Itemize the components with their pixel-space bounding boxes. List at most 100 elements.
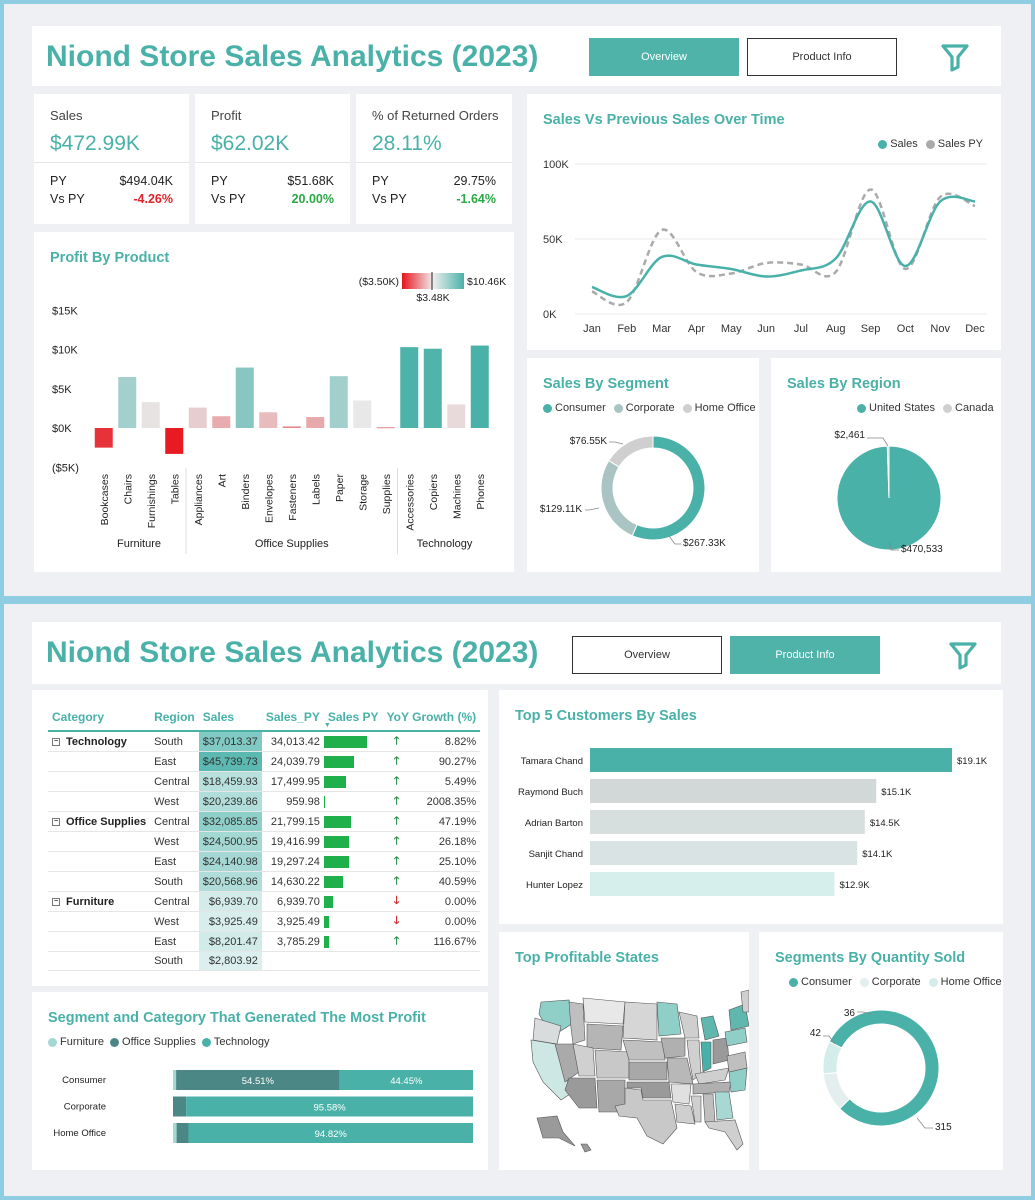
region-cell: Central <box>150 771 199 792</box>
x-tick-label: Nov <box>930 323 950 335</box>
map-state-wyoming <box>586 1023 624 1051</box>
sales-py-cell: 3,785.29 <box>261 931 324 952</box>
kpi-title: Profit <box>211 108 242 123</box>
col-sales-py-bar[interactable]: Sales PY ▼ <box>323 706 383 732</box>
map-state-montana <box>582 997 626 1025</box>
table-row[interactable]: West $24,500.95 19,416.99 🡑 26.18% <box>48 831 481 852</box>
up-arrow-icon: 🡑 <box>393 835 400 847</box>
table-row[interactable]: − Office Supplies Central $32,085.85 21,799.… <box>48 811 481 832</box>
legend-item-sales-py[interactable]: Sales PY <box>925 138 983 150</box>
table-row[interactable]: − Furniture Central $6,939.70 6,939.70 🡓 0.00% <box>48 891 481 912</box>
table-row[interactable]: East $45,739.73 24,039.79 🡑 90.27% <box>48 751 481 772</box>
sales-py-bar-cell <box>323 911 383 932</box>
sales-py-bar <box>323 855 349 868</box>
expand-minus-icon[interactable]: − <box>52 817 60 826</box>
yoy-value: 90.27% <box>438 755 477 768</box>
legend-item-home-office[interactable]: Home Office <box>682 402 756 414</box>
table-row[interactable]: East $8,201.47 3,785.29 🡑 116.67% <box>48 931 481 952</box>
bar-binders <box>235 367 254 428</box>
table-row[interactable]: Central $18,459.93 17,499.95 🡑 5.49% <box>48 771 481 792</box>
bar-envelopes <box>259 412 278 428</box>
sales-py-bar <box>323 835 349 848</box>
segment-office-supplies <box>176 1123 189 1143</box>
x-tick-label: Furnishings <box>146 474 158 528</box>
yoy-value: 40.59% <box>438 875 477 888</box>
table-row[interactable]: East $24,140.98 19,297.24 🡑 25.10% <box>48 851 481 872</box>
table-row[interactable]: South $20,568.96 14,630.22 🡑 40.59% <box>48 871 481 892</box>
map-state-nebraska <box>622 1039 666 1061</box>
segment-furniture <box>173 1123 177 1143</box>
us-states-map[interactable] <box>499 932 749 1170</box>
x-tick-label: Binders <box>240 474 252 510</box>
kpi-value: $62.02K <box>211 132 290 155</box>
bar-paper <box>329 376 348 428</box>
region-cell: South <box>150 731 199 752</box>
table-row[interactable]: West $20,239.86 959.98 🡑 2008.35% <box>48 791 481 812</box>
bar-furnishings <box>141 402 160 428</box>
sales-cell: $45,739.73 <box>198 751 262 772</box>
legend-item-united-states[interactable]: United States <box>857 402 935 414</box>
table-row[interactable]: South $2,803.92 <box>48 951 481 971</box>
y-tick-label: 0K <box>543 309 557 321</box>
region-cell: West <box>150 911 199 932</box>
map-state-colorado <box>594 1049 630 1079</box>
x-tick-label: Aug <box>826 323 846 335</box>
data-label: 94.82% <box>315 1129 348 1140</box>
data-label: $12.9K <box>839 880 870 891</box>
slice-label: $470,533 <box>901 544 943 555</box>
filter-icon[interactable] <box>948 640 978 670</box>
py-label: PY <box>50 174 67 188</box>
col-yoy-growth[interactable]: YoY Growth (%) <box>382 706 481 732</box>
kpi-py-row: PY $494.04K <box>50 174 173 188</box>
legend-item-technology[interactable]: Technology <box>201 1036 269 1048</box>
col-sales[interactable]: Sales <box>198 706 262 732</box>
legend-item-corporate[interactable]: Corporate <box>613 402 675 414</box>
segment-donut-chart: $267.33K $129.11K $76.55K <box>540 435 726 549</box>
kpi-title: % of Returned Orders <box>372 108 499 123</box>
legend-item-furniture[interactable]: Furniture <box>48 1036 104 1048</box>
map-state-georgia <box>714 1091 734 1121</box>
kpi-value: 28.11% <box>372 132 442 155</box>
group-label: Technology <box>417 538 473 550</box>
legend-item-canada[interactable]: Canada <box>943 402 994 414</box>
expand-minus-icon[interactable]: − <box>52 737 60 746</box>
legend-item-home-office[interactable]: Home Office <box>928 976 1002 988</box>
sales-py-cell: 17,499.95 <box>261 771 324 792</box>
tab-overview[interactable]: Overview <box>572 636 722 674</box>
sales-py-cell: 19,297.24 <box>261 851 324 872</box>
kpi-card-sales: Sales $472.99K PY $494.04K Vs PY -4.26% <box>34 94 189 224</box>
region-cell: Central <box>150 891 199 912</box>
slice-home-office <box>822 1040 843 1075</box>
legend-item-office-supplies[interactable]: Office Supplies <box>110 1036 196 1048</box>
sales-cell: $6,939.70 <box>198 891 262 912</box>
col-sales-py-value[interactable]: Sales_PY <box>261 706 324 732</box>
legend-item-corporate[interactable]: Corporate <box>859 976 921 988</box>
py-label: PY <box>372 174 389 188</box>
sales-cell: $20,239.86 <box>198 791 262 812</box>
table-row[interactable]: West $3,925.49 3,925.49 🡓 0.00% <box>48 911 481 932</box>
x-tick-label: Feb <box>617 323 636 335</box>
yoy-cell: 🡑 25.10% <box>382 851 481 872</box>
filter-icon[interactable] <box>940 42 970 72</box>
product-info-dashboard: Niond Store Sales Analytics (2023) Overv… <box>4 604 1031 1196</box>
region-cell: East <box>150 751 199 772</box>
expand-minus-icon[interactable]: − <box>52 897 60 906</box>
legend-item-sales[interactable]: Sales <box>878 138 918 150</box>
map-state-idaho <box>568 1001 586 1045</box>
x-tick-label: Jul <box>794 323 808 335</box>
tab-product-info[interactable]: Product Info <box>747 38 897 76</box>
category-cell <box>48 911 151 932</box>
col-category[interactable]: Category <box>48 706 151 732</box>
sales-matrix-card: Category Region Sales Sales_PY Sales PY ▼… <box>32 690 488 986</box>
tab-product-info[interactable]: Product Info <box>730 636 880 674</box>
legend-item-consumer[interactable]: Consumer <box>543 402 606 414</box>
x-tick-label: Sep <box>861 323 881 335</box>
x-tick-label: Copiers <box>428 474 440 510</box>
col-region[interactable]: Region <box>150 706 199 732</box>
table-row[interactable]: − Technology South $37,013.37 34,013.42 🡑 8.82… <box>48 731 481 752</box>
legend-item-consumer[interactable]: Consumer <box>789 976 852 988</box>
yoy-value: 26.18% <box>438 835 477 848</box>
category-label: Corporate <box>64 1102 106 1113</box>
tab-overview[interactable]: Overview <box>589 38 739 76</box>
region-cell: South <box>150 951 199 971</box>
